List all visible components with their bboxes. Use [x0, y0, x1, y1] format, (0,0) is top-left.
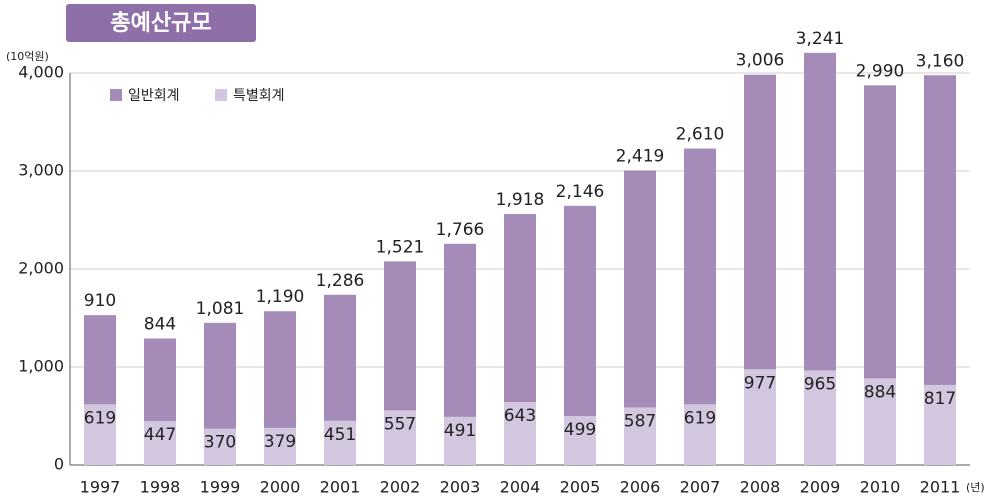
data-label: 844	[144, 314, 176, 334]
data-label: 2,610	[676, 125, 725, 145]
bar-segment	[924, 384, 956, 465]
data-label: 370	[204, 433, 236, 453]
data-label: 1,286	[316, 271, 365, 291]
data-label: 491	[444, 421, 476, 441]
x-tick-label: 2009	[800, 478, 841, 496]
y-tick-label: 0	[54, 455, 64, 474]
legend-swatch	[215, 89, 227, 101]
data-label: 977	[744, 373, 776, 393]
bar-segment	[504, 214, 536, 402]
bar-segment	[744, 369, 776, 465]
data-label: 499	[564, 420, 596, 440]
x-tick-label: 2008	[740, 478, 781, 496]
data-label: 557	[384, 414, 416, 434]
bar-segment	[564, 416, 596, 465]
data-label: 643	[504, 406, 536, 426]
bar-segment	[144, 421, 176, 465]
title-box	[66, 4, 256, 42]
bar-segment	[444, 416, 476, 465]
bar-segment	[444, 243, 476, 417]
bar-segment	[564, 205, 596, 417]
data-label: 619	[84, 408, 116, 428]
x-tick-label: 2007	[680, 478, 721, 496]
data-label: 1,918	[496, 190, 545, 210]
x-tick-label: 2010	[860, 478, 901, 496]
bar-segment	[624, 407, 656, 465]
y-tick-label: 4,000	[18, 63, 64, 82]
bar-segment	[384, 410, 416, 465]
legend-label: 특별회계	[233, 88, 285, 104]
data-label: 817	[924, 389, 956, 409]
bar-segment	[84, 315, 116, 405]
bar-segment	[84, 404, 116, 465]
data-label: 619	[684, 408, 716, 428]
data-label: 1,766	[436, 220, 485, 240]
y-tick-label: 3,000	[18, 161, 64, 180]
data-label: 2,419	[616, 146, 665, 166]
y-tick-label: 2,000	[18, 259, 64, 278]
x-tick-label: 2001	[320, 478, 361, 496]
x-tick-label: 1997	[80, 478, 121, 496]
data-label: 447	[144, 425, 176, 445]
x-tick-label: 2006	[620, 478, 661, 496]
bar-segment	[804, 370, 836, 465]
data-label: 1,081	[196, 299, 245, 319]
data-label: 1,521	[376, 237, 425, 257]
bar-segment	[264, 311, 296, 428]
x-unit: (년)	[966, 481, 985, 494]
data-label: 587	[624, 411, 656, 431]
bar-segment	[504, 401, 536, 465]
data-label: 910	[84, 291, 116, 311]
bar-segment	[864, 378, 896, 465]
y-unit: (10억원)	[6, 50, 49, 63]
y-tick-label: 1,000	[18, 357, 64, 376]
bar-segment	[804, 52, 836, 371]
bar-segment	[624, 170, 656, 408]
bar-segment	[324, 294, 356, 421]
bar-segment	[264, 427, 296, 465]
data-label: 451	[324, 425, 356, 445]
data-label: 2,990	[856, 61, 905, 81]
x-tick-label: 1998	[140, 478, 181, 496]
bar-segment	[684, 404, 716, 465]
data-label: 884	[864, 382, 896, 402]
bar-segment	[144, 338, 176, 422]
chart-title: 총예산규모	[110, 11, 211, 36]
data-label: 965	[804, 374, 836, 394]
bar-segment	[744, 74, 776, 370]
x-tick-label: 1999	[200, 478, 241, 496]
bar-segment	[384, 261, 416, 411]
x-tick-label: 2004	[500, 478, 541, 496]
bar-segment	[684, 148, 716, 405]
data-label: 3,006	[736, 51, 785, 71]
data-label: 379	[264, 432, 296, 452]
x-tick-label: 2003	[440, 478, 481, 496]
data-label: 1,190	[256, 287, 305, 307]
x-tick-label: 2005	[560, 478, 601, 496]
x-tick-label: 2011	[920, 478, 961, 496]
bar-segment	[864, 85, 896, 379]
bar-segment	[204, 322, 236, 429]
bar-segment	[324, 420, 356, 465]
x-tick-label: 2000	[260, 478, 301, 496]
data-label: 3,241	[796, 29, 845, 49]
legend-swatch	[110, 89, 122, 101]
bar-segment	[924, 75, 956, 385]
data-label: 3,160	[916, 51, 965, 71]
legend-label: 일반회계	[128, 88, 180, 104]
bar-segment	[204, 428, 236, 465]
data-label: 2,146	[556, 182, 605, 202]
x-tick-label: 2002	[380, 478, 421, 496]
